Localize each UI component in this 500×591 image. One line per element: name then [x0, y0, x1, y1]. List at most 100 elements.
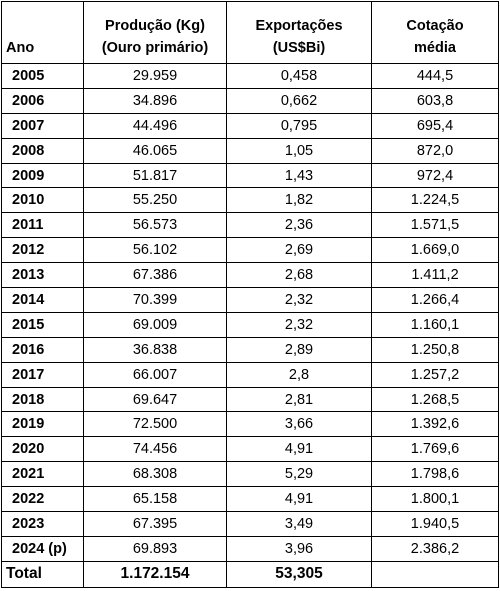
total-producao: 1.172.154 [83, 560, 227, 588]
table-row: 2023 67.395 3,49 1.940,5 [1, 511, 499, 537]
cell-cotacao: 444,5 [371, 63, 499, 89]
cell-cotacao: 2.386,2 [371, 535, 499, 562]
cell-producao: 70.399 [83, 287, 227, 313]
cell-producao: 67.395 [83, 511, 227, 537]
table-row: 2020 74.456 4,91 1.769,6 [1, 436, 499, 463]
cell-exportacoes: 4,91 [226, 436, 372, 463]
cell-producao: 74.456 [83, 436, 227, 463]
cell-cotacao: 1.800,1 [371, 486, 499, 513]
cell-exportacoes: 2,69 [226, 237, 372, 264]
cell-producao: 29.959 [83, 63, 227, 89]
total-row: Total 1.172.154 53,305 [1, 560, 499, 588]
cell-producao: 56.102 [83, 237, 227, 264]
cell-exportacoes: 2,68 [226, 262, 372, 289]
cell-exportacoes: 0,795 [226, 112, 372, 139]
cell-ano: 2022 [1, 486, 84, 513]
table-row: 2024 (p) 69.893 3,96 2.386,2 [1, 535, 499, 562]
cell-producao: 34.896 [83, 87, 227, 114]
cell-ano: 2014 [1, 287, 84, 313]
table-row: 2005 29.959 0,458 444,5 [1, 63, 499, 89]
header-row: Ano Produção (Kg) (Ouro primário) Export… [1, 1, 499, 64]
cell-producao: 65.158 [83, 486, 227, 513]
cell-exportacoes: 1,82 [226, 187, 372, 214]
cell-producao: 72.500 [83, 411, 227, 438]
cell-exportacoes: 3,66 [226, 411, 372, 438]
cell-exportacoes: 3,96 [226, 535, 372, 562]
table-row: 2010 55.250 1,82 1.224,5 [1, 187, 499, 214]
header-exportacoes-line1: Exportações [255, 18, 343, 34]
table-footer: Total 1.172.154 53,305 [1, 560, 499, 588]
cell-ano: 2008 [1, 137, 84, 164]
table-row: 2015 69.009 2,32 1.160,1 [1, 311, 499, 338]
table-row: 2009 51.817 1,43 972,4 [1, 162, 499, 189]
cell-ano: 2018 [1, 386, 84, 413]
cell-exportacoes: 2,89 [226, 336, 372, 363]
cell-ano: 2021 [1, 461, 84, 488]
table-row: 2013 67.386 2,68 1.411,2 [1, 262, 499, 289]
cell-exportacoes: 2,32 [226, 287, 372, 313]
cell-cotacao: 972,4 [371, 162, 499, 189]
table-row: 2012 56.102 2,69 1.669,0 [1, 237, 499, 264]
cell-producao: 69.647 [83, 386, 227, 413]
cell-ano: 2011 [1, 212, 84, 239]
cell-ano: 2010 [1, 187, 84, 214]
table-body: 2005 29.959 0,458 444,5 2006 34.896 0,662 603,8… [1, 63, 499, 562]
table-row: 2022 65.158 4,91 1.800,1 [1, 486, 499, 513]
cell-cotacao: 872,0 [371, 137, 499, 164]
cell-cotacao: 1.669,0 [371, 237, 499, 264]
header-ano: Ano [1, 1, 84, 64]
total-exportacoes: 53,305 [226, 560, 372, 588]
header-exportacoes: Exportações (US$Bi) [226, 1, 372, 64]
cell-exportacoes: 2,36 [226, 212, 372, 239]
cell-producao: 44.496 [83, 112, 227, 139]
cell-exportacoes: 2,8 [226, 361, 372, 388]
cell-ano: 2009 [1, 162, 84, 189]
cell-exportacoes: 0,458 [226, 63, 372, 89]
table-row: 2007 44.496 0,795 695,4 [1, 112, 499, 139]
cell-producao: 56.573 [83, 212, 227, 239]
table-row: 2021 68.308 5,29 1.798,6 [1, 461, 499, 488]
cell-ano: 2006 [1, 87, 84, 114]
total-cotacao [371, 560, 499, 588]
header-producao: Produção (Kg) (Ouro primário) [83, 1, 227, 64]
cell-exportacoes: 2,81 [226, 386, 372, 413]
cell-cotacao: 1.224,5 [371, 187, 499, 214]
cell-producao: 51.817 [83, 162, 227, 189]
cell-exportacoes: 1,05 [226, 137, 372, 164]
cell-exportacoes: 4,91 [226, 486, 372, 513]
cell-cotacao: 695,4 [371, 112, 499, 139]
cell-ano: 2007 [1, 112, 84, 139]
cell-cotacao: 603,8 [371, 87, 499, 114]
cell-producao: 68.308 [83, 461, 227, 488]
table-row: 2006 34.896 0,662 603,8 [1, 87, 499, 114]
cell-cotacao: 1.250,8 [371, 336, 499, 363]
table-row: 2017 66.007 2,8 1.257,2 [1, 361, 499, 388]
cell-exportacoes: 1,43 [226, 162, 372, 189]
cell-cotacao: 1.268,5 [371, 386, 499, 413]
header-cotacao-line2: média [414, 40, 456, 56]
cell-cotacao: 1.571,5 [371, 212, 499, 239]
header-producao-line1: Produção (Kg) [105, 18, 205, 34]
table-row: 2011 56.573 2,36 1.571,5 [1, 212, 499, 239]
cell-cotacao: 1.392,6 [371, 411, 499, 438]
total-label: Total [1, 560, 84, 588]
table-row: 2019 72.500 3,66 1.392,6 [1, 411, 499, 438]
cell-ano: 2024 (p) [1, 535, 84, 562]
cell-producao: 55.250 [83, 187, 227, 214]
cell-exportacoes: 2,32 [226, 311, 372, 338]
cell-exportacoes: 3,49 [226, 511, 372, 537]
table-header: Ano Produção (Kg) (Ouro primário) Export… [1, 1, 499, 64]
cell-producao: 46.065 [83, 137, 227, 164]
cell-producao: 66.007 [83, 361, 227, 388]
cell-exportacoes: 0,662 [226, 87, 372, 114]
cell-ano: 2015 [1, 311, 84, 338]
cell-cotacao: 1.160,1 [371, 311, 499, 338]
table-row: 2018 69.647 2,81 1.268,5 [1, 386, 499, 413]
cell-cotacao: 1.769,6 [371, 436, 499, 463]
header-cotacao-line1: Cotação [406, 18, 464, 34]
cell-cotacao: 1.411,2 [371, 262, 499, 289]
cell-producao: 36.838 [83, 336, 227, 363]
header-exportacoes-line2: (US$Bi) [272, 40, 326, 56]
cell-ano: 2005 [1, 63, 84, 89]
